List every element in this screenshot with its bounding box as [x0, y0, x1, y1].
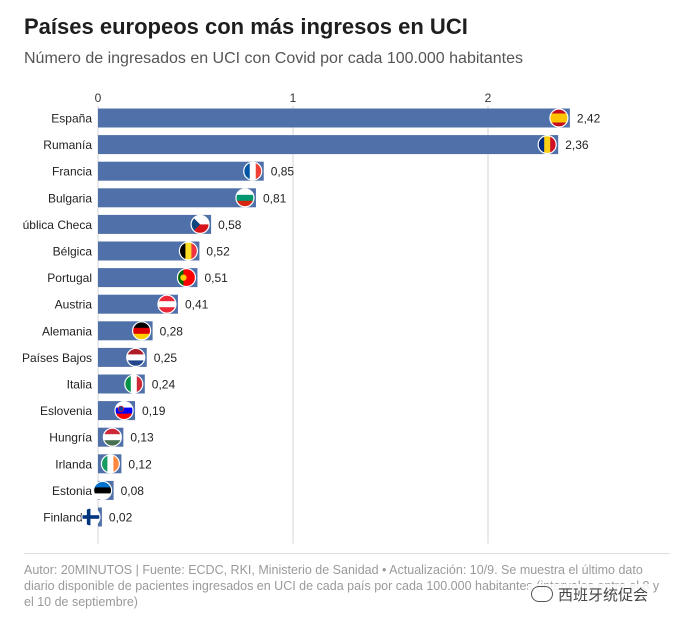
bar — [98, 161, 264, 181]
chart-title: Países europeos con más ingresos en UCI — [24, 14, 468, 39]
austria-flag-icon — [157, 295, 176, 314]
value-label: 2,36 — [565, 138, 589, 152]
hungary-flag-icon — [103, 428, 122, 447]
x-tick-label: 1 — [290, 91, 297, 105]
category-label: ública Checa — [23, 218, 93, 232]
value-label: 0,28 — [160, 324, 184, 338]
flag-ring — [114, 401, 134, 421]
portugal-flag-icon — [177, 268, 196, 287]
value-label: 0,02 — [109, 511, 133, 525]
category-label: Francia — [52, 165, 92, 179]
category-label: Finlandia — [43, 511, 92, 525]
value-label: 0,25 — [154, 351, 178, 365]
flag-ring — [176, 268, 197, 288]
france-flag-icon — [243, 162, 262, 181]
category-label: Estonia — [52, 484, 92, 498]
bar — [98, 108, 570, 128]
category-label: Irlanda — [55, 457, 92, 471]
bar — [98, 214, 212, 234]
value-label: 0,58 — [218, 218, 242, 232]
spain-flag-icon — [549, 109, 568, 127]
flag-ring — [102, 427, 122, 447]
value-label: 0,12 — [128, 457, 152, 471]
footer-divider — [24, 553, 670, 554]
wechat-icon — [531, 586, 553, 602]
category-label: Rumanía — [43, 138, 92, 152]
estonia-flag-icon — [93, 481, 112, 500]
category-label: Portugal — [47, 271, 92, 285]
category-label: Bélgica — [53, 245, 93, 259]
source-footnote: Autor: 20MINUTOS | Fuente: ECDC, RKI, Mi… — [24, 563, 660, 609]
category-label: Austria — [55, 298, 93, 312]
bulgaria-flag-icon — [235, 188, 254, 207]
flag-ring — [132, 321, 152, 341]
category-label: Eslovenia — [40, 404, 92, 418]
category-label: Alemania — [42, 324, 92, 338]
value-label: 0,85 — [271, 165, 295, 179]
value-label: 0,81 — [263, 191, 287, 205]
value-label: 0,08 — [121, 484, 145, 498]
category-label: España — [51, 112, 92, 126]
romania-flag-icon — [538, 135, 557, 154]
bar — [98, 135, 559, 155]
x-tick-label: 2 — [485, 91, 492, 105]
ireland-flag-icon — [101, 454, 120, 473]
finland-flag-icon — [81, 508, 100, 526]
germany-flag-icon — [132, 321, 151, 340]
x-tick-label: 0 — [95, 91, 102, 105]
flag-ring — [537, 134, 557, 155]
value-label: 2,42 — [577, 112, 601, 126]
netherlands-flag-icon — [126, 348, 145, 367]
belgium-flag-icon — [179, 242, 198, 260]
flag-ring — [549, 108, 569, 128]
bar-chart: 0 1 2 España 2,42 Rumanía 2,36 Francia 0,85 Bulga… — [22, 91, 601, 544]
flag-ring — [100, 454, 121, 474]
flag-ring — [190, 214, 210, 234]
category-label: Bulgaria — [48, 191, 92, 205]
flag-ring — [92, 480, 113, 500]
bar — [98, 268, 198, 288]
category-label: Hungría — [49, 431, 92, 445]
flag-ring — [235, 188, 255, 208]
value-label: 0,52 — [206, 245, 230, 259]
watermark-text: 西班牙统促会 — [558, 587, 649, 604]
slovenia-flag-icon — [115, 401, 134, 420]
category-label: Italia — [67, 378, 93, 392]
chart-subtitle: Número de ingresados en UCI con Covid po… — [24, 50, 523, 67]
value-label: 0,19 — [142, 404, 166, 418]
bar — [98, 241, 200, 261]
value-label: 0,51 — [204, 271, 228, 285]
flag-ring — [157, 294, 177, 314]
flag-ring — [124, 374, 144, 394]
bar — [98, 188, 256, 208]
value-label: 0,24 — [152, 378, 176, 392]
category-label: Países Bajos — [22, 351, 92, 365]
flag-ring — [126, 347, 146, 367]
value-label: 0,41 — [185, 298, 209, 312]
flag-ring — [243, 161, 263, 181]
value-label: 0,13 — [130, 431, 154, 445]
watermark: 西班牙统促会 — [528, 584, 652, 605]
czech-flag-icon — [191, 215, 210, 234]
flag-ring — [178, 241, 198, 261]
bar — [98, 294, 178, 314]
flag-ring — [81, 507, 101, 527]
italy-flag-icon — [124, 375, 143, 393]
